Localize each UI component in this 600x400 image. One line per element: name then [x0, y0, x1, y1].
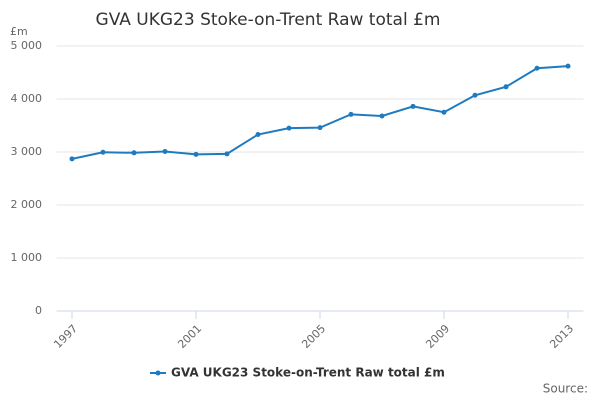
y-tick-label: 2 000 [11, 198, 43, 211]
data-point [534, 65, 540, 71]
data-point [224, 151, 230, 157]
data-point [472, 92, 478, 98]
data-point [441, 109, 447, 115]
y-tick-label: 0 [35, 304, 42, 317]
legend-marker [155, 370, 161, 376]
data-point [255, 132, 261, 138]
data-point [348, 111, 354, 117]
data-point [410, 103, 416, 109]
data-point [131, 150, 137, 156]
y-tick-label: 1 000 [11, 251, 43, 264]
data-point [162, 148, 168, 154]
x-tick-label: 2005 [299, 322, 328, 351]
data-point [565, 63, 571, 69]
data-point [286, 125, 292, 131]
data-line [71, 65, 569, 160]
data-point [379, 113, 385, 119]
data-point [317, 125, 323, 131]
data-point [503, 84, 509, 90]
y-tick-label: 4 000 [11, 92, 43, 105]
source: Source: [543, 382, 588, 396]
data-point [69, 156, 75, 162]
chart-title: GVA UKG23 Stoke-on-Trent Raw total £m [96, 10, 441, 30]
legend-label: GVA UKG23 Stoke-on-Trent Raw total £m [171, 366, 445, 380]
y-tick-label: 3 000 [11, 145, 43, 158]
x-tick-label: 2001 [175, 322, 204, 351]
y-tick-label: 5 000 [11, 39, 43, 52]
x-tick-label: 1997 [51, 322, 80, 351]
data-point [193, 151, 199, 157]
x-tick-label: 2013 [547, 322, 576, 351]
y-axis-label: £m [10, 25, 28, 38]
x-tick-label: 2009 [423, 322, 452, 351]
data-point [100, 149, 106, 155]
